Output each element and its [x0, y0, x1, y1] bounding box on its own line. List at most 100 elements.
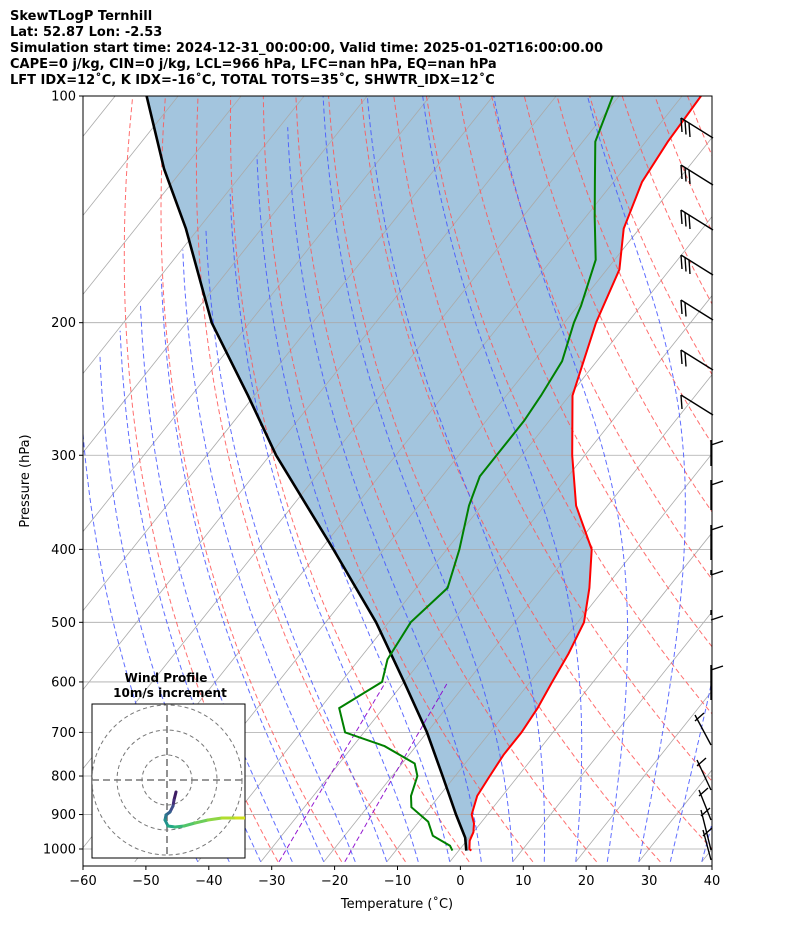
- wind-barb-staff: [680, 394, 714, 416]
- dry-adiabat: [262, 96, 534, 863]
- wind-barb-flag: [700, 807, 711, 817]
- hodograph-subtitle: 10m/s increment: [113, 686, 227, 700]
- x-axis-label: Temperature (˚C): [340, 896, 453, 912]
- dry-adiabat: [491, 96, 712, 581]
- wind-barb-staff: [680, 117, 714, 139]
- x-tick-label: −60: [69, 874, 96, 889]
- wind-barb-flag: [710, 440, 724, 446]
- wind-barb-flag: [710, 615, 724, 621]
- isotherm: [386, 453, 712, 863]
- moist-adiabat: [160, 278, 325, 863]
- wind-barb-staff: [680, 209, 714, 231]
- wind-barb-flag: [688, 214, 691, 230]
- chart-header: SkewTLogP Ternhill Lat: 52.87 Lon: -2.53…: [10, 9, 603, 89]
- dry-adiabat: [523, 96, 712, 513]
- y-tick-label: 1000: [43, 843, 76, 858]
- wind-barb-flag: [684, 167, 687, 182]
- x-tick-label: −20: [321, 874, 348, 889]
- dry-adiabat: [229, 96, 470, 863]
- moist-adiabat: [140, 305, 293, 863]
- dry-adiabat: [753, 96, 794, 862]
- dewpoint-line: [338, 96, 614, 852]
- wind-barb-flag: [680, 349, 683, 365]
- wind-barb-flag: [680, 394, 683, 410]
- wind-barb-flag: [680, 209, 683, 225]
- wind-barb-flag: [688, 259, 691, 275]
- stability-line: CAPE=0 j/kg, CIN=0 j/kg, LCL=966 hPa, LF…: [10, 57, 497, 72]
- isotherm: [83, 96, 305, 375]
- dry-adiabat: [621, 96, 712, 305]
- hodograph-trace: [193, 818, 210, 825]
- isotherm: [83, 96, 557, 691]
- y-tick-label: 100: [51, 90, 76, 105]
- y-tick-label: 900: [51, 808, 76, 823]
- wind-barb-flag: [680, 117, 683, 133]
- wind-barb-flag: [684, 302, 687, 317]
- dry-adiabat: [123, 96, 279, 863]
- isotherm: [260, 295, 712, 863]
- isotherm: [83, 96, 242, 296]
- hodograph-frame: [91, 703, 246, 859]
- y-tick-label: 300: [51, 449, 76, 464]
- x-tick-label: 10: [515, 874, 532, 889]
- isotherm: [575, 690, 712, 863]
- x-tick-label: 0: [456, 874, 464, 889]
- wind-barb-staff: [694, 714, 712, 746]
- dry-adiabat: [195, 96, 406, 863]
- cin-shade: [146, 96, 702, 851]
- x-tick-label: −40: [195, 874, 222, 889]
- x-tick-label: 30: [641, 874, 658, 889]
- wind-barb-flag: [680, 254, 683, 270]
- y-tick-label: 800: [51, 770, 76, 785]
- index-line: LFT IDX=12˚C, K IDX=-16˚C, TOTAL TOTS=35…: [10, 73, 495, 88]
- hodograph-trace: [182, 821, 197, 828]
- wind-barb-flag: [710, 570, 724, 576]
- wind-barb-flag: [710, 480, 724, 486]
- wind-barb-staff: [700, 809, 712, 851]
- wind-barb-flag: [696, 757, 707, 767]
- x-tick-label: −30: [258, 874, 285, 889]
- moist-adiabat: [182, 249, 356, 863]
- hodograph-trace: [173, 824, 186, 829]
- isotherm: [765, 96, 794, 862]
- parcel-profile-line: [145, 96, 468, 851]
- plot-area: [83, 96, 794, 863]
- moist-adiabat: [205, 228, 388, 862]
- x-tick-label: 40: [704, 874, 721, 889]
- wind-barb-flag: [680, 299, 683, 315]
- y-tick-label: 600: [51, 675, 76, 690]
- moist-adiabat: [366, 96, 546, 862]
- moist-adiabat: [422, 96, 583, 862]
- isotherm: [449, 532, 712, 863]
- wind-barb-staff: [680, 349, 714, 371]
- hodograph-trace: [206, 816, 224, 822]
- wind-barb-flag: [684, 120, 687, 135]
- dry-adiabat: [295, 96, 597, 863]
- dry-adiabat: [425, 96, 712, 715]
- wind-barb-flag: [684, 212, 687, 227]
- moist-adiabat: [322, 96, 514, 862]
- isotherm: [701, 848, 712, 863]
- dry-adiabat: [393, 96, 712, 783]
- wind-barb-staff: [680, 299, 714, 321]
- wind-barb-staff: [696, 759, 712, 791]
- y-axis-label: Pressure (hPa): [18, 434, 33, 527]
- isotherm: [512, 611, 712, 863]
- mixing-ratio-line: [278, 681, 387, 863]
- station-title: SkewTLogP Ternhill: [10, 9, 153, 24]
- dry-adiabat: [785, 96, 794, 862]
- wind-barb-flag: [684, 352, 687, 367]
- x-tick-label: −10: [384, 874, 411, 889]
- wind-barb-flag: [688, 122, 691, 138]
- x-tick-label: −50: [132, 874, 159, 889]
- y-tick-label: 500: [51, 616, 76, 631]
- y-tick-label: 200: [51, 316, 76, 331]
- wind-barb-flag: [688, 169, 691, 185]
- isotherm: [83, 96, 368, 454]
- isotherm: [83, 96, 431, 533]
- wind-barb-flag: [694, 712, 705, 722]
- dry-adiabat: [360, 96, 712, 850]
- wind-barb-flag: [698, 787, 709, 797]
- isotherm: [323, 374, 712, 863]
